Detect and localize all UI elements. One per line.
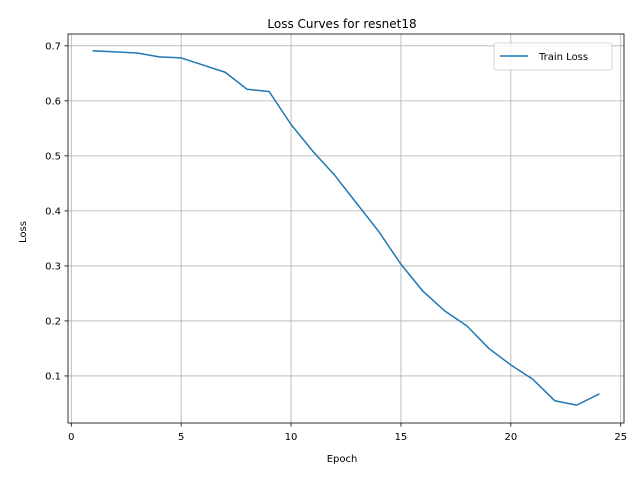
x-tick-label: 15 <box>395 432 408 443</box>
x-tick-label: 0 <box>68 432 74 443</box>
y-tick-label: 0.1 <box>45 372 61 383</box>
x-tick-label: 10 <box>285 432 298 443</box>
y-tick-label: 0.2 <box>45 317 61 328</box>
y-tick-label: 0.4 <box>45 206 61 217</box>
y-axis: 0.1 0.2 0.3 0.4 0.5 0.6 0.7 <box>45 41 68 383</box>
x-tick-label: 5 <box>178 432 184 443</box>
x-tick-label: 20 <box>504 432 517 443</box>
y-tick-label: 0.5 <box>45 151 61 162</box>
series-line-train-loss <box>92 49 600 406</box>
x-axis: 0 5 10 15 20 25 <box>68 423 627 443</box>
plot-series <box>92 49 600 406</box>
y-tick-label: 0.3 <box>45 262 61 273</box>
plot-frame <box>67 33 625 424</box>
legend-box <box>493 42 613 71</box>
legend-label: Train Loss <box>538 52 588 63</box>
y-tick-label: 0.7 <box>45 41 61 52</box>
x-axis-label: Epoch <box>327 454 358 465</box>
chart-title: Loss Curves for resnet18 <box>267 17 416 31</box>
x-tick-label: 25 <box>614 432 627 443</box>
y-axis-label: Loss <box>18 221 29 243</box>
y-tick-label: 0.6 <box>45 96 61 107</box>
legend: Train Loss <box>493 42 613 71</box>
